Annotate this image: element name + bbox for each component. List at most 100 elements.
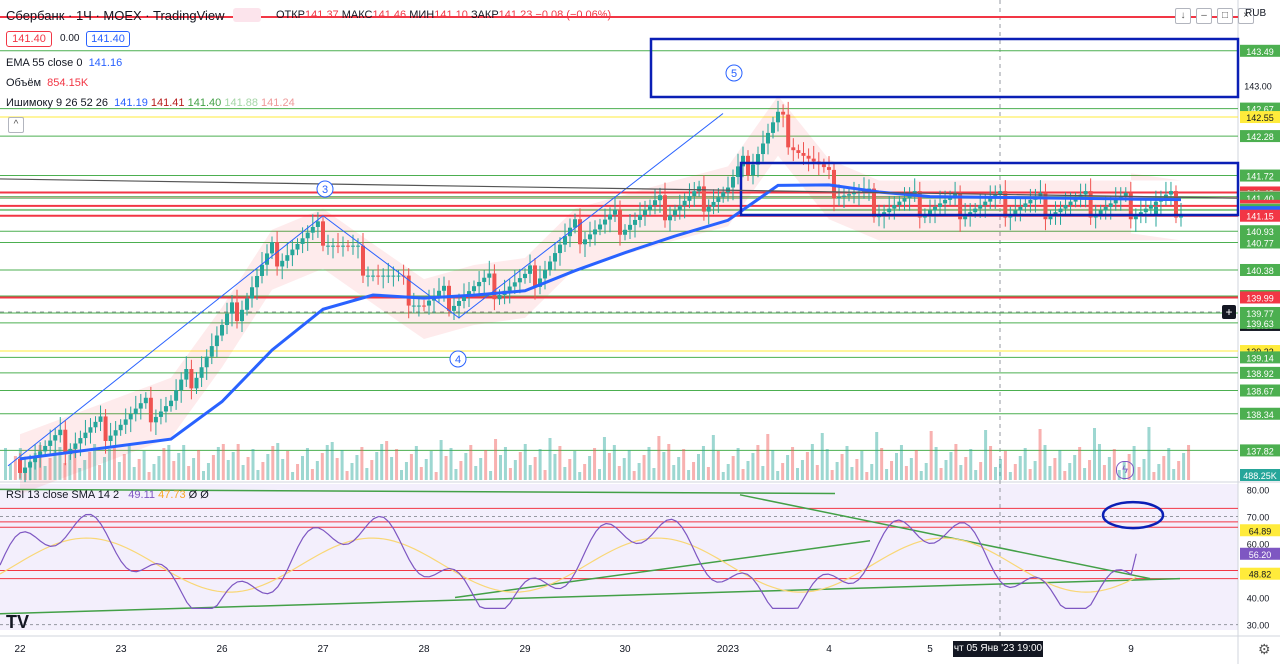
candle-body [113, 430, 118, 436]
volume-bar [63, 463, 67, 480]
low-value: 141.10 [434, 9, 468, 21]
candle-body [416, 305, 421, 307]
volume-bar [266, 454, 270, 480]
collapse-legend-icon[interactable]: ^ [8, 117, 24, 133]
volume-bar [1078, 447, 1082, 480]
time-axis-tick: 4 [826, 644, 832, 655]
candle-body [169, 400, 173, 407]
close-label: ЗАКР [470, 9, 499, 21]
close-icon[interactable]: × [1238, 8, 1254, 24]
candle-body [123, 419, 128, 425]
volume-bar [1172, 469, 1176, 480]
lightning-icon[interactable]: ϟ [1116, 461, 1134, 479]
candle-body [847, 194, 851, 196]
price-badge [1240, 316, 1280, 329]
low-label: МИН [409, 9, 435, 21]
ichimoku-cloud [20, 95, 1181, 495]
volume-bar [1038, 429, 1042, 480]
wave-marker-4 [449, 350, 467, 368]
volume-bar [98, 465, 102, 480]
candle-body [189, 369, 194, 389]
candle-body [653, 200, 657, 206]
volume-bar [954, 444, 958, 480]
volume-bar [558, 446, 562, 480]
ask-box[interactable]: 141.40 [86, 31, 130, 47]
spread-value: 0.00 [60, 33, 80, 44]
ichimoku-legend[interactable]: Ишимоку 9 26 52 26 141.19 141.41 141.40 … [6, 97, 295, 109]
candle-body [731, 176, 735, 188]
crosshair-time-label: чт 05 Янв '23 19:00 [953, 641, 1043, 657]
candle-body [265, 253, 269, 265]
volume-bar [4, 448, 7, 480]
minimize-icon[interactable]: – [1196, 8, 1212, 24]
volume-bar [112, 446, 116, 480]
candle-body [771, 122, 775, 133]
candle-body [897, 201, 902, 206]
volume-bar [885, 469, 889, 480]
volume-bar [716, 451, 720, 480]
volume-bar [1142, 459, 1146, 480]
arrow-down-icon[interactable]: ↓ [1175, 8, 1191, 24]
volume-bar [513, 460, 517, 480]
settings-gear-icon[interactable]: ⚙ [1258, 641, 1271, 657]
rsi-label: RSI 13 close SMA 14 2 [6, 489, 120, 501]
candle-body [781, 111, 786, 115]
volume-bar [53, 450, 57, 480]
volume-bar [132, 467, 136, 480]
volume-bar [969, 449, 973, 480]
volume-bar [360, 447, 364, 480]
candle-body [1073, 198, 1078, 202]
rsi-sma-value: 47.73 [158, 489, 186, 501]
volume-bar [286, 451, 290, 480]
rsi-badge [1240, 567, 1280, 580]
volume-bar [182, 445, 186, 480]
candle-body [482, 277, 487, 282]
candle-body [633, 219, 637, 225]
candle-body [801, 152, 806, 156]
candle-body [381, 275, 386, 277]
volume-bar [736, 448, 740, 480]
ema-legend[interactable]: EMA 55 close 0 141.16 [6, 57, 122, 69]
candle-body [78, 438, 83, 444]
candle-body [204, 356, 209, 368]
bid-box[interactable]: 141.40 [6, 31, 52, 47]
candle-body [351, 245, 355, 247]
volume-bar [994, 467, 997, 480]
volume-bar [741, 469, 745, 480]
volume-bar [409, 454, 413, 480]
flag-icon[interactable] [233, 8, 261, 22]
candle-body [938, 203, 943, 207]
candle-body [697, 186, 702, 192]
candle-body [563, 236, 567, 245]
volume-bar [192, 458, 196, 480]
volume-bar [202, 471, 205, 480]
volume-bar [83, 460, 87, 480]
add-alert-icon[interactable]: + [1222, 305, 1236, 319]
volume-legend[interactable]: Объём 854.15K [6, 77, 88, 89]
price-badge [1240, 351, 1280, 364]
volume-bar [355, 455, 359, 480]
candle-body [179, 379, 184, 391]
currency-label[interactable]: RUB [1245, 8, 1267, 19]
rsi-legend[interactable]: RSI 13 close SMA 14 2 49.11 47.73 Ø Ø [6, 489, 209, 501]
volume-bar [385, 441, 389, 480]
volume-bar [909, 458, 913, 480]
candle-body [673, 210, 677, 216]
volume-bar [875, 432, 879, 480]
maximize-icon[interactable]: □ [1217, 8, 1233, 24]
candle-body [295, 243, 300, 250]
candle-body [53, 435, 58, 441]
time-axis-tick: 29 [519, 644, 531, 655]
candle-body [427, 300, 431, 306]
volume-bar [657, 436, 661, 480]
candle-body [73, 443, 78, 449]
candle-body [1143, 208, 1148, 213]
rsi-axis-tick: 60.00 [1247, 539, 1270, 549]
volume-bar [944, 460, 948, 480]
volume-bar [835, 462, 839, 480]
volume-bar [88, 452, 92, 480]
candle-body [983, 201, 988, 206]
volume-bar [439, 440, 443, 480]
volume-bar [508, 468, 512, 480]
